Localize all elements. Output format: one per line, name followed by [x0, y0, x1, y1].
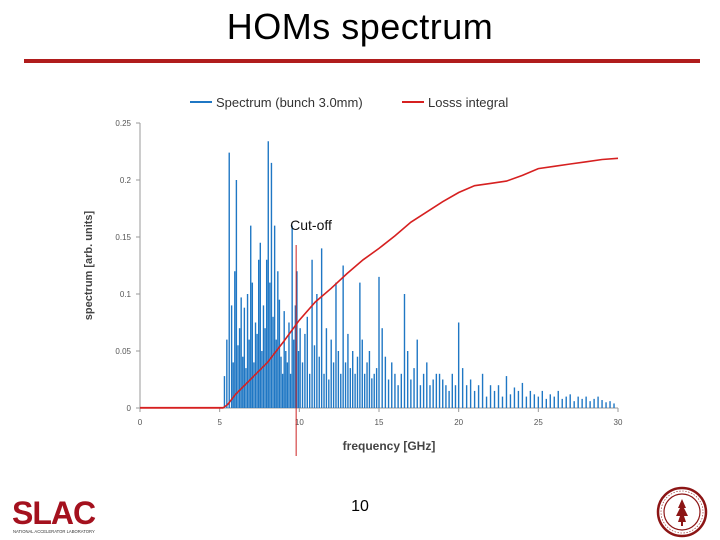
series-loss-integral — [140, 157, 619, 409]
y-tick-label: 0.15 — [115, 233, 131, 242]
x-tick-label: 20 — [454, 418, 463, 427]
x-tick-label: 30 — [614, 418, 623, 427]
svg-text:NATIONAL ACCELERATOR LABORATOR: NATIONAL ACCELERATOR LABORATORY — [13, 529, 95, 534]
y-tick-label: 0.1 — [120, 290, 132, 299]
stanford-seal-icon — [656, 486, 708, 538]
x-tick-label: 0 — [138, 418, 143, 427]
x-tick-label: 10 — [295, 418, 304, 427]
y-tick-label: 0 — [127, 404, 132, 413]
cutoff-label: Cut-off — [290, 217, 332, 233]
page-number: 10 — [351, 498, 369, 515]
svg-text:SLAC: SLAC — [12, 495, 96, 531]
chart-annotations: Cut-off — [290, 217, 332, 456]
series-spectrum — [140, 141, 615, 409]
x-axis-label: frequency [GHz] — [343, 439, 436, 453]
title-rule — [24, 59, 700, 63]
loss-integral-line — [140, 157, 619, 409]
x-tick-label: 15 — [375, 418, 384, 427]
x-tick-label: 25 — [534, 418, 543, 427]
x-tick-label: 5 — [217, 418, 222, 427]
hom-spectrum-chart: Spectrum (bunch 3.0mm) Losss integral 0 5 1… — [83, 95, 623, 456]
chart-legend: Spectrum (bunch 3.0mm) Losss integral — [190, 95, 508, 110]
y-tick-label: 0.05 — [115, 347, 131, 356]
y-tick-label: 0.2 — [120, 176, 132, 185]
y-axis-label: spectrum [arb. units] — [83, 210, 95, 320]
y-tick-label: 0.25 — [115, 119, 131, 128]
legend-label-spectrum: Spectrum (bunch 3.0mm) — [216, 95, 363, 110]
slac-logo: SLAC NATIONAL ACCELERATOR LABORATORY — [12, 495, 97, 534]
legend-label-loss: Losss integral — [428, 95, 508, 110]
page-title: HOMs spectrum — [226, 6, 494, 47]
